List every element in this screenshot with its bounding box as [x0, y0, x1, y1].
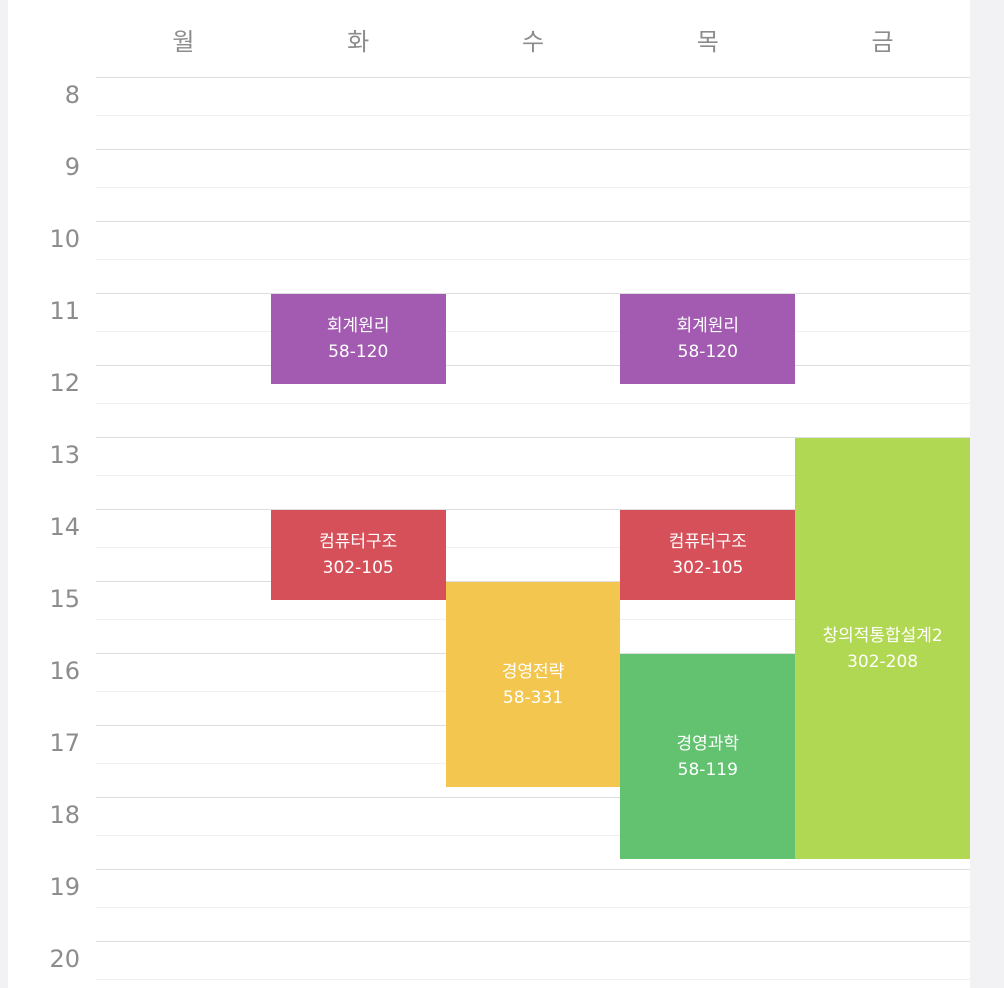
- half-hour-line: [96, 331, 970, 332]
- hour-line: [96, 869, 970, 870]
- hour-label: 17: [49, 729, 80, 757]
- class-name: 경영과학: [676, 733, 740, 754]
- hour-line: [96, 797, 970, 798]
- class-block[interactable]: 회계원리 58-120: [620, 294, 796, 384]
- half-hour-line: [96, 115, 970, 116]
- class-name: 창의적통합설계2: [822, 625, 943, 646]
- class-name: 경영전략: [501, 661, 565, 682]
- class-block[interactable]: 경영전략 58-331: [445, 582, 621, 788]
- day-header: 금: [871, 28, 894, 56]
- class-room: 58-120: [677, 342, 738, 362]
- hour-label: 12: [49, 369, 80, 397]
- class-room: 302-105: [672, 558, 744, 578]
- half-hour-line: [96, 979, 970, 980]
- hour-label: 20: [49, 945, 80, 973]
- day-header: 월: [172, 28, 195, 56]
- class-block[interactable]: 컴퓨터구조 302-105: [620, 510, 796, 600]
- day-header: 수: [521, 28, 545, 56]
- half-hour-line: [96, 403, 970, 404]
- class-name: 회계원리: [326, 316, 390, 336]
- hour-label: 15: [49, 585, 80, 613]
- half-hour-line: [96, 259, 970, 260]
- hour-label: 18: [49, 801, 80, 829]
- class-block[interactable]: 회계원리 58-120: [270, 294, 446, 384]
- day-header: 화: [347, 28, 370, 56]
- hour-label: 10: [49, 225, 80, 253]
- hour-label: 13: [49, 441, 80, 469]
- hour-label: 9: [64, 153, 80, 181]
- hour-line: [96, 509, 970, 510]
- hour-label: 19: [49, 873, 80, 901]
- hour-line: [96, 581, 970, 582]
- half-hour-line: [96, 187, 970, 188]
- hour-line: [96, 941, 970, 942]
- hour-line: [96, 293, 970, 294]
- class-name: 컴퓨터구조: [668, 532, 747, 552]
- class-block[interactable]: 창의적통합설계2 302-208: [795, 438, 970, 860]
- half-hour-line: [96, 547, 970, 548]
- half-hour-line: [96, 835, 970, 836]
- class-block[interactable]: 컴퓨터구조 302-105: [270, 510, 446, 600]
- hour-line: [96, 77, 970, 78]
- class-room: 58-120: [328, 342, 389, 362]
- class-room: 58-331: [502, 687, 564, 708]
- class-name: 회계원리: [676, 316, 740, 336]
- hour-line: [96, 437, 970, 438]
- hour-label: 14: [49, 513, 80, 541]
- hour-line: [96, 365, 970, 366]
- half-hour-line: [96, 907, 970, 908]
- hour-label: 16: [49, 657, 80, 685]
- class-name: 컴퓨터구조: [319, 532, 398, 552]
- class-room: 302-105: [322, 558, 394, 578]
- hour-label: 8: [64, 81, 80, 109]
- hour-label: 11: [49, 297, 80, 325]
- class-room: 58-119: [677, 759, 738, 780]
- half-hour-line: [96, 475, 970, 476]
- hour-line: [96, 149, 970, 150]
- class-block[interactable]: 경영과학 58-119: [620, 654, 796, 860]
- day-header: 목: [696, 28, 719, 56]
- class-room: 302-208: [847, 651, 919, 672]
- hour-line: [96, 221, 970, 222]
